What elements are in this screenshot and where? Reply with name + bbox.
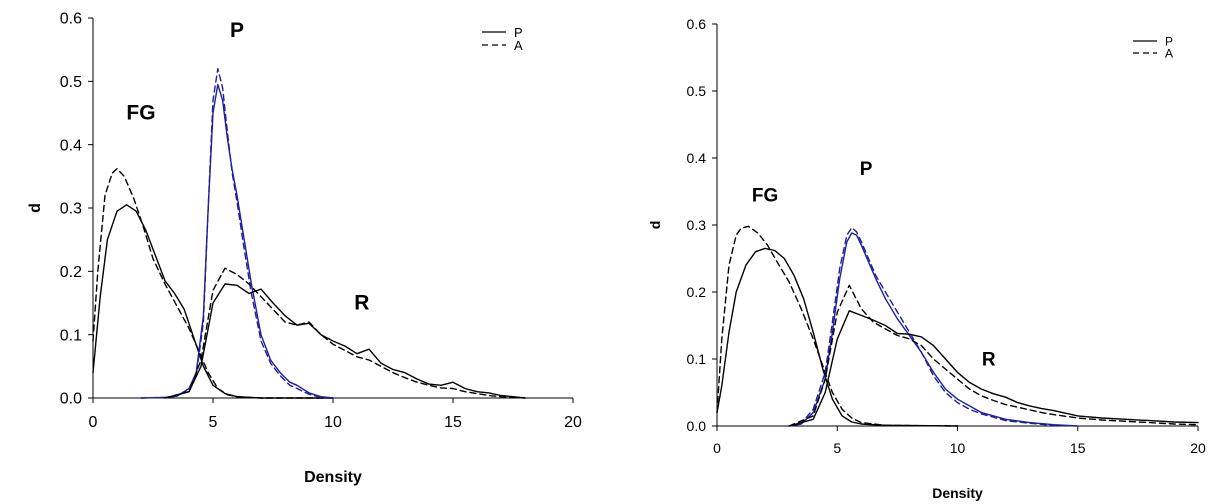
y-axis-label: d xyxy=(27,203,44,213)
x-tick-label: 5 xyxy=(833,440,841,456)
x-tick-label: 10 xyxy=(324,414,342,431)
peak-label-p: P xyxy=(860,159,873,180)
y-tick-label: 0.3 xyxy=(60,201,82,218)
y-tick-label: 0.1 xyxy=(687,351,707,367)
series-r-solid-line xyxy=(164,283,526,399)
peak-label-r: R xyxy=(354,291,369,314)
y-tick-label: 0.0 xyxy=(687,418,707,434)
y-tick-label: 0.2 xyxy=(60,264,82,281)
x-tick-label: 5 xyxy=(209,414,218,431)
series-fg-solid-line xyxy=(92,204,334,399)
y-tick-label: 0.4 xyxy=(60,137,82,154)
series-fg-dashed-line xyxy=(716,225,959,427)
y-tick-label: 0.4 xyxy=(687,150,707,166)
x-axis-label: Density xyxy=(932,485,983,501)
peak-label-fg: FG xyxy=(752,186,778,207)
series-p-solid-line xyxy=(788,232,1079,427)
x-tick-label: 15 xyxy=(444,414,462,431)
peak-label-r: R xyxy=(982,350,996,371)
x-tick-label: 10 xyxy=(950,440,966,456)
legend-label: A xyxy=(514,38,523,53)
peak-label-fg: FG xyxy=(126,101,155,124)
x-tick-label: 15 xyxy=(1070,440,1086,456)
x-tick-label: 20 xyxy=(1190,440,1206,456)
y-tick-label: 0.1 xyxy=(60,327,82,344)
x-tick-label: 20 xyxy=(564,414,582,431)
x-axis-label: Density xyxy=(304,469,362,486)
peak-label-p: P xyxy=(230,19,244,42)
series-p-solid-line xyxy=(140,83,334,399)
y-tick-label: 0.5 xyxy=(60,74,82,91)
x-tick-label: 0 xyxy=(89,414,98,431)
y-tick-label: 0.6 xyxy=(687,16,707,32)
left-chart-panel: 0 5 10 15 20 0.0 0.1 0.2 0.3 0.4 0.5 0.6 Density d FG P… xyxy=(27,11,582,486)
right-chart-panel: 0 5 10 15 20 0.0 0.1 0.2 0.3 0.4 0.5 0.6 Density d FG P… xyxy=(647,16,1206,501)
y-tick-label: 0.0 xyxy=(60,391,82,408)
series-r-dashed-line xyxy=(788,284,1199,427)
y-tick-label: 0.3 xyxy=(687,217,707,233)
series-fg-dashed-line xyxy=(92,167,334,399)
legend-label: A xyxy=(1165,47,1173,61)
y-tick-label: 0.2 xyxy=(687,284,707,300)
series-p-dashed-line xyxy=(140,67,334,399)
series-r-solid-line xyxy=(788,310,1199,427)
y-tick-label: 0.6 xyxy=(60,11,82,28)
series-p-dashed-line xyxy=(788,226,1079,427)
series-r-dashed-line xyxy=(164,267,526,399)
y-tick-label: 0.5 xyxy=(687,83,707,99)
legend-label: P xyxy=(1165,35,1173,49)
series-fg-solid-line xyxy=(716,247,959,427)
x-tick-label: 0 xyxy=(713,440,721,456)
y-axis-label: d xyxy=(647,221,663,230)
legend-label: P xyxy=(514,25,523,40)
